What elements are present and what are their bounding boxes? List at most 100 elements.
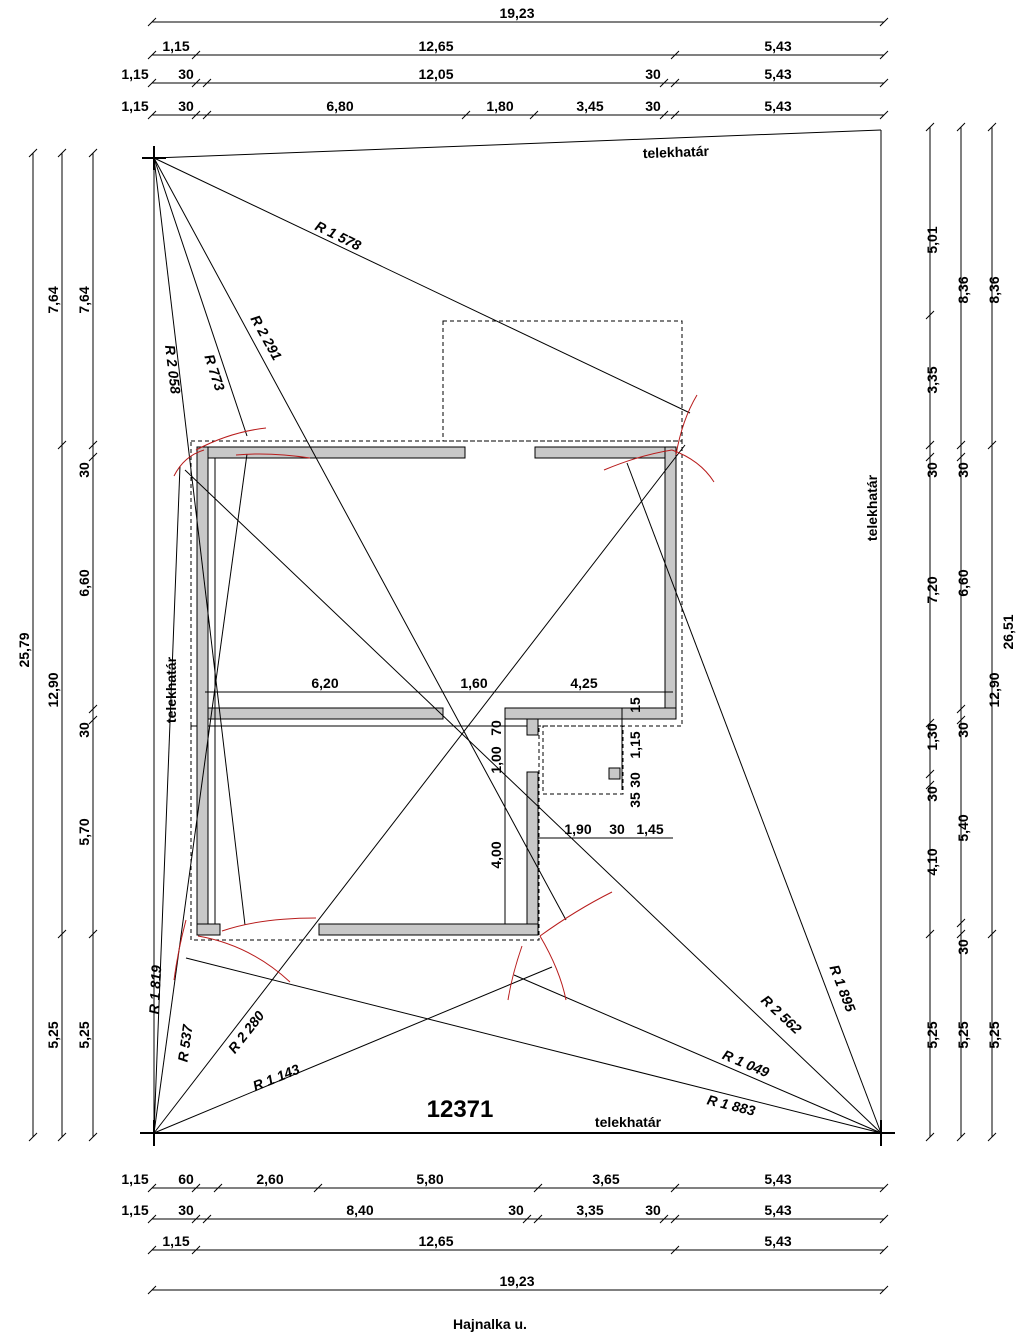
top-dim-r4-2: 6,80: [326, 98, 353, 114]
inner-dimensions: 6,20 1,60 4,25 1,90 30 1,45 15 70 1,00 1…: [311, 675, 663, 869]
bottom-dim-r2-2: 8,40: [346, 1202, 373, 1218]
lot-number: 12371: [427, 1096, 494, 1123]
top-dim-r2-2: 5,43: [764, 38, 791, 54]
inner-dim-v-3: 1,15: [627, 731, 643, 758]
bottom-dimension-chains: 1,15 60 2,60 5,80 3,65 5,43 1,15 30 8,40…: [121, 1171, 889, 1295]
top-dimension-chains: 19,23 1,15 12,65 5,43 1,15 30 12,05 30 5…: [121, 5, 889, 120]
wall-stub: [526, 718, 539, 736]
left-dim-c3-3: 30: [76, 722, 92, 738]
top-dim-r4-0: 1,15: [121, 98, 148, 114]
radius-label-5: R 537: [175, 1022, 196, 1062]
street-name: Hajnalka u.: [453, 1316, 527, 1332]
radius-label-6: R 2 280: [225, 1008, 268, 1057]
right-dim-c2-3: 30: [955, 722, 971, 738]
wall-middle-left: [207, 707, 444, 720]
bottom-dim-r3-2: 5,43: [764, 1233, 791, 1249]
right-dim-c1-3: 7,20: [924, 576, 940, 603]
radius-label-8: R 1 895: [826, 962, 859, 1014]
inner-dim-h-1: 1,60: [460, 675, 487, 691]
bottom-dim-r2-1: 30: [178, 1202, 194, 1218]
boundary-label-right: telekhatár: [864, 474, 880, 541]
chimney: [608, 767, 621, 780]
right-dim-c2-4: 5,40: [955, 814, 971, 841]
top-dim-r4-5: 30: [645, 98, 661, 114]
right-dim-c1-4: 1,30: [924, 723, 940, 750]
building: [190, 320, 683, 941]
top-dim-r4-4: 3,45: [576, 98, 603, 114]
inner-dim-v-2: 1,00: [488, 746, 504, 773]
bottom-dim-r3-1: 12,65: [418, 1233, 453, 1249]
wall-top-right: [534, 446, 677, 459]
bottom-dim-r2-3: 30: [508, 1202, 524, 1218]
bottom-dim-r2-5: 30: [645, 1202, 661, 1218]
wall-top-left: [196, 446, 466, 459]
radius-lines: [153, 157, 882, 1134]
boundary-label-bottom: telekhatár: [595, 1114, 662, 1130]
bottom-dim-r1-1: 60: [178, 1171, 194, 1187]
annex-outline: [442, 320, 683, 442]
bottom-dim-r1-3: 5,80: [416, 1171, 443, 1187]
inner-dim-v-1: 70: [488, 720, 504, 736]
top-dim-r2-1: 12,65: [418, 38, 453, 54]
left-dim-c2-0: 7,64: [45, 286, 61, 313]
right-dim-c1-5: 30: [924, 786, 940, 802]
right-dimension-chains: 5,01 3,35 30 7,20 1,30 30 4,10 5,25 8,36…: [924, 122, 1016, 1142]
left-dim-c3-0: 7,64: [76, 286, 92, 313]
top-dim-r4-3: 1,80: [486, 98, 513, 114]
boundary-label-left: telekhatár: [163, 656, 179, 723]
boundary-label-top: telekhatár: [642, 143, 709, 161]
right-dim-c3-2: 5,25: [986, 1021, 1002, 1048]
inner-dim-v-4: 30: [627, 772, 643, 788]
bottom-dim-total: 19,23: [499, 1273, 534, 1289]
bottom-dim-r2-0: 1,15: [121, 1202, 148, 1218]
inner-dim-v-5: 35: [627, 792, 643, 808]
right-dim-c3-1: 12,90: [986, 672, 1002, 707]
right-dim-c2-0: 8,36: [955, 276, 971, 303]
left-dim-c3-2: 6,60: [76, 569, 92, 596]
right-dim-c1-2: 30: [924, 462, 940, 478]
bottom-dim-r2-6: 5,43: [764, 1202, 791, 1218]
wall-bottom-right: [318, 923, 539, 936]
right-dim-c1-0: 5,01: [924, 226, 940, 253]
inner-dim-h-4: 30: [609, 821, 625, 837]
radius-label-3: R 2 058: [162, 344, 184, 395]
radius-label-0: R 1 578: [313, 218, 364, 254]
plot-boundary: [140, 129, 895, 1146]
radius-label-1: R 2 291: [247, 312, 285, 363]
building-outline-upper: [190, 440, 683, 727]
left-dim-c3-4: 5,70: [76, 818, 92, 845]
wall-lower-right: [526, 771, 539, 936]
radius-label-7: R 1 143: [250, 1061, 302, 1094]
right-dim-c2-1: 30: [955, 462, 971, 478]
top-dim-r3-0: 1,15: [121, 66, 148, 82]
left-dimension-chains: 25,79 7,64 12,90 5,25 7,64 30 6,60 30 5,…: [16, 148, 98, 1142]
inner-dim-h-3: 1,90: [564, 821, 591, 837]
left-dim-c2-1: 12,90: [45, 672, 61, 707]
right-dim-c1-1: 3,35: [924, 366, 940, 393]
small-room-outline: [542, 725, 624, 795]
top-dim-r3-4: 5,43: [764, 66, 791, 82]
right-dim-c2-6: 5,25: [955, 1021, 971, 1048]
wall-bottom-left: [196, 923, 221, 936]
left-dim-total: 25,79: [16, 632, 32, 667]
bottom-dim-r3-0: 1,15: [162, 1233, 189, 1249]
bottom-dim-r1-0: 1,15: [121, 1171, 148, 1187]
right-dim-c2-5: 30: [955, 939, 971, 955]
top-dim-r2-0: 1,15: [162, 38, 189, 54]
radius-label-9: R 2 562: [758, 992, 805, 1037]
radius-labels: R 1 578 R 2 291 R 773 R 2 058 R 1 819 R …: [146, 218, 859, 1119]
top-dim-r3-1: 30: [178, 66, 194, 82]
right-dim-c2-2: 6,60: [955, 569, 971, 596]
wall-left: [196, 446, 209, 936]
left-dim-c3-5: 5,25: [76, 1021, 92, 1048]
bottom-dim-r2-4: 3,35: [576, 1202, 603, 1218]
top-dim-r3-2: 12,05: [418, 66, 453, 82]
top-dim-r3-3: 30: [645, 66, 661, 82]
right-dim-c1-7: 5,25: [924, 1021, 940, 1048]
wall-right: [664, 446, 677, 720]
right-dim-c1-6: 4,10: [924, 848, 940, 875]
top-dim-r4-6: 5,43: [764, 98, 791, 114]
inner-dim-h-5: 1,45: [636, 821, 663, 837]
left-dim-c2-2: 5,25: [45, 1021, 61, 1048]
